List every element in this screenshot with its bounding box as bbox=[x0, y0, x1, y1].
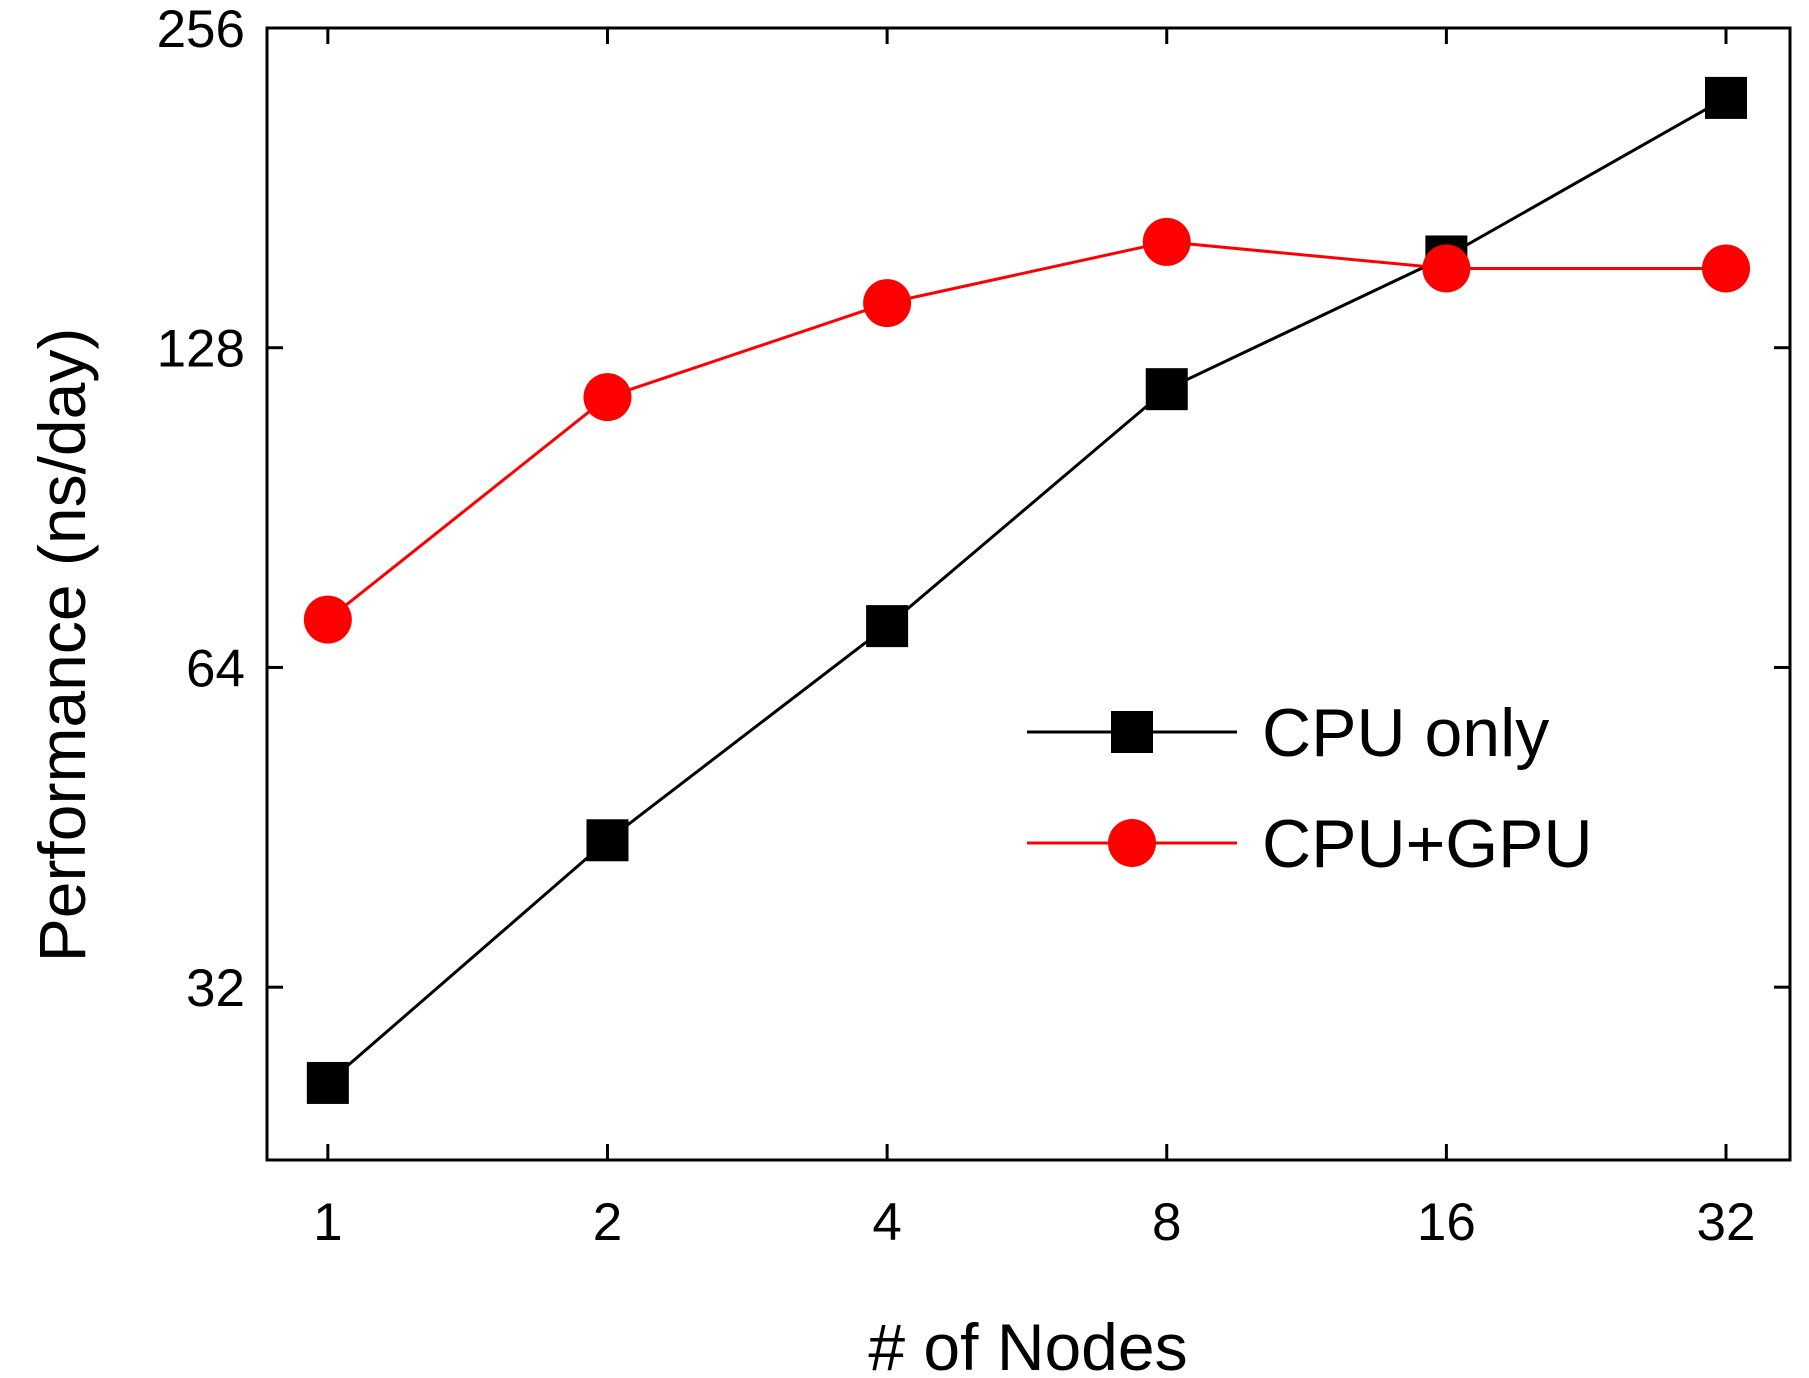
axis-ticks bbox=[267, 26, 1790, 1160]
y-tick-label: 256 bbox=[157, 0, 245, 59]
series-layer bbox=[303, 76, 1751, 1104]
series-cpu-gpu bbox=[303, 217, 1751, 644]
legend-marker-cpu-gpu bbox=[1108, 819, 1156, 867]
series-cpu-only bbox=[306, 76, 1748, 1104]
y-tick-label: 32 bbox=[186, 959, 245, 1018]
data-point-cpu-only bbox=[586, 819, 629, 862]
data-point-cpu-gpu bbox=[1422, 244, 1471, 293]
series-line-cpu-only bbox=[326, 96, 1727, 1085]
data-point-cpu-gpu bbox=[583, 373, 632, 422]
x-axis-title: # of Nodes bbox=[868, 1310, 1187, 1378]
data-point-cpu-gpu bbox=[303, 595, 352, 644]
legend-entry-cpu-only: CPU only bbox=[1027, 695, 1549, 771]
legend-label-cpu-gpu: CPU+GPU bbox=[1262, 806, 1593, 882]
legend-label-cpu-only: CPU only bbox=[1262, 695, 1549, 771]
y-tick-labels: 32 64 128 256 bbox=[157, 0, 245, 1018]
x-tick-label: 4 bbox=[872, 1193, 901, 1252]
plot-frame bbox=[265, 26, 1792, 1162]
x-tick-label: 2 bbox=[593, 1193, 622, 1252]
data-point-cpu-only bbox=[866, 605, 909, 648]
x-tick-label: 1 bbox=[313, 1193, 342, 1252]
data-point-cpu-gpu bbox=[863, 279, 912, 328]
x-tick-label: 8 bbox=[1152, 1193, 1181, 1252]
x-tick-label: 32 bbox=[1697, 1193, 1756, 1252]
legend: CPU only CPU+GPU bbox=[1027, 695, 1593, 882]
y-tick-label: 128 bbox=[157, 320, 245, 379]
legend-marker-cpu-only bbox=[1111, 711, 1153, 753]
data-point-cpu-only bbox=[1145, 368, 1188, 411]
x-tick-labels: 1 2 4 8 16 32 bbox=[313, 1193, 1755, 1252]
legend-entry-cpu-gpu: CPU+GPU bbox=[1027, 806, 1593, 882]
data-point-cpu-gpu bbox=[1702, 244, 1751, 293]
x-tick-label: 16 bbox=[1417, 1193, 1476, 1252]
data-point-cpu-only bbox=[306, 1061, 349, 1104]
data-point-cpu-only bbox=[1705, 76, 1748, 119]
y-tick-label: 64 bbox=[186, 639, 245, 698]
series-line-cpu-gpu bbox=[326, 240, 1726, 621]
data-point-cpu-gpu bbox=[1142, 217, 1191, 266]
y-axis-title: Performance (ns/day) bbox=[25, 328, 99, 963]
